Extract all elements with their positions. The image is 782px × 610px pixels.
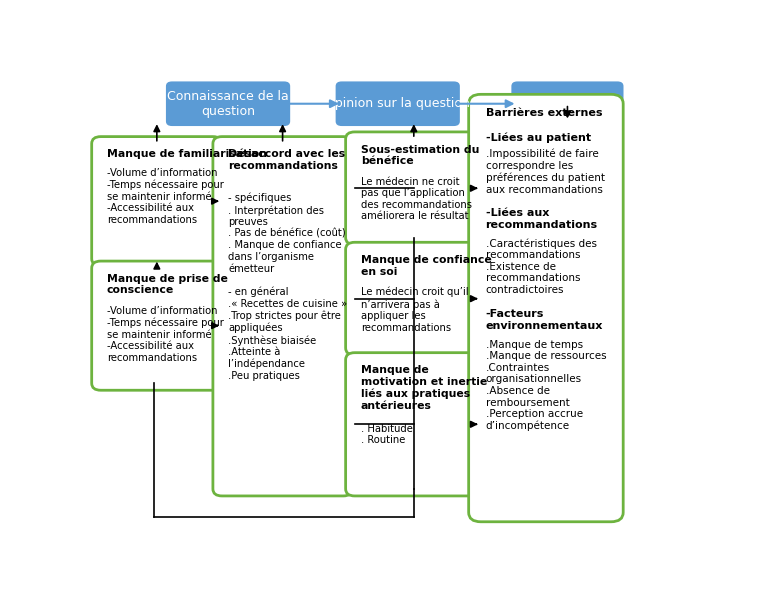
Text: Sous-estimation du
bénéfice: Sous-estimation du bénéfice xyxy=(361,145,479,166)
FancyBboxPatch shape xyxy=(91,137,222,266)
Text: .Caractéristiques des
recommandations
.Existence de
recommandations
contradictoi: .Caractéristiques des recommandations .E… xyxy=(486,238,597,295)
FancyBboxPatch shape xyxy=(468,95,623,522)
FancyBboxPatch shape xyxy=(166,81,290,126)
FancyBboxPatch shape xyxy=(91,261,222,390)
Text: Barrières externes: Barrières externes xyxy=(486,109,602,118)
Text: -Facteurs
environnementaux: -Facteurs environnementaux xyxy=(486,309,603,331)
Text: Opinion sur la question: Opinion sur la question xyxy=(325,97,470,110)
FancyBboxPatch shape xyxy=(511,81,623,126)
Text: .Manque de temps
.Manque de ressources
.Contraintes
organisationnelles
.Absence : .Manque de temps .Manque de ressources .… xyxy=(486,340,606,431)
Text: Comportement: Comportement xyxy=(520,97,615,110)
Text: -Volume d’information
-Temps nécessaire pour
se maintenir informé
-Accessibilité: -Volume d’information -Temps nécessaire … xyxy=(107,306,224,363)
FancyBboxPatch shape xyxy=(346,132,482,245)
Text: Manque de confiance
en soi: Manque de confiance en soi xyxy=(361,255,492,276)
Text: .Impossibilité de faire
correspondre les
préférences du patient
aux recommandati: .Impossibilité de faire correspondre les… xyxy=(486,149,604,195)
FancyBboxPatch shape xyxy=(346,353,482,496)
Text: . Habitude
. Routine: . Habitude . Routine xyxy=(361,423,413,445)
Text: -Liées au patient: -Liées au patient xyxy=(486,133,590,143)
Text: Connaissance de la
question: Connaissance de la question xyxy=(167,90,289,118)
FancyBboxPatch shape xyxy=(213,137,353,496)
Text: Manque de prise de
conscience: Manque de prise de conscience xyxy=(107,274,228,295)
Text: Manque de familiarisation: Manque de familiarisation xyxy=(107,149,267,159)
Text: -Liées aux
recommandations: -Liées aux recommandations xyxy=(486,208,597,229)
Text: - spécifiques
. Interprétation des
preuves
. Pas de bénéfice (coût)
. Manque de : - spécifiques . Interprétation des preuv… xyxy=(228,181,347,381)
Text: Désaccord avec les
recommandations: Désaccord avec les recommandations xyxy=(228,149,345,171)
FancyBboxPatch shape xyxy=(335,81,460,126)
Text: Le médecin ne croit
pas que l’application
des recommandations
améliorera le résu: Le médecin ne croit pas que l’applicatio… xyxy=(361,176,472,221)
FancyBboxPatch shape xyxy=(346,242,482,355)
Text: Manque de
motivation et inertie
liés aux pratiques
antérieures: Manque de motivation et inertie liés aux… xyxy=(361,365,487,411)
Text: Le médecin croit qu’il
n’arrivera pas à
appliquer les
recommandations: Le médecin croit qu’il n’arrivera pas à … xyxy=(361,287,468,333)
Text: -Volume d’information
-Temps nécessaire pour
se maintenir informé
-Accessibilité: -Volume d’information -Temps nécessaire … xyxy=(107,168,224,225)
